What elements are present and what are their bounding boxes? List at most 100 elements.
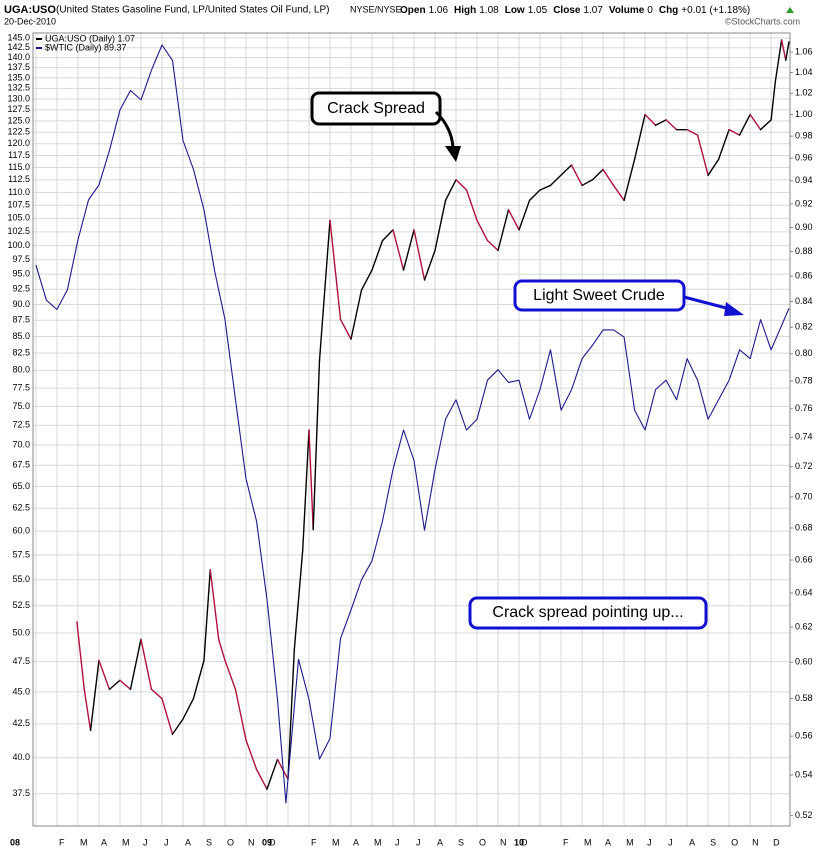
line-segment (528, 189, 541, 202)
lines (35, 39, 790, 804)
y-tick-label: 115.0 (8, 162, 30, 172)
y-tick-label: 135.0 (7, 72, 30, 82)
y-tick-label: 110.0 (8, 187, 30, 197)
y2-tick-label: 0.62 (795, 621, 813, 631)
annotation: Crack spread pointing up... (492, 604, 683, 621)
line-segment (98, 659, 111, 691)
x-tick-label: J (416, 837, 421, 847)
y2-tick-label: 0.58 (795, 693, 813, 703)
line-segment (217, 638, 226, 662)
line-segment (696, 134, 709, 176)
x-tick-label: J (647, 837, 652, 847)
line-segment (413, 229, 426, 281)
y-tick-label: 102.5 (7, 226, 30, 236)
chg-arrow (786, 7, 794, 13)
y-tick-label: 142.5 (7, 42, 30, 52)
line-segment (591, 168, 604, 181)
line-segment (707, 158, 720, 176)
x-tick-label: O (731, 837, 738, 847)
annotation-box (468, 596, 708, 630)
quote-label: High (454, 5, 476, 16)
y2-tick-label: 1.04 (795, 67, 813, 77)
line-segment (539, 184, 552, 191)
line-segment (612, 184, 625, 202)
x-tick-label: 09 (262, 837, 272, 847)
y-tick-label: 87.5 (12, 315, 30, 325)
x-tick-label: A (185, 837, 191, 847)
x-tick-label: A (689, 837, 695, 847)
y2-tick-label: 0.74 (795, 432, 813, 442)
quote-label: Open (400, 5, 426, 16)
x-tick-label: A (605, 837, 611, 847)
y-tick-label: 145.0 (7, 32, 30, 42)
line-segment (644, 113, 657, 126)
y2-tick-label: 0.70 (795, 491, 813, 501)
legend-label: UGA:USO (Daily) 1.07 (45, 33, 135, 43)
line-segment (76, 621, 85, 691)
y-tick-label: 137.5 (7, 62, 30, 72)
x-tick-label: F (59, 837, 65, 847)
x-tick-label: N (752, 837, 759, 847)
y-tick-label: 117.5 (8, 150, 30, 160)
y-tick-label: 52.5 (12, 600, 30, 610)
line-segment (444, 179, 457, 202)
line-segment (108, 679, 121, 691)
x-tick-label: F (311, 837, 317, 847)
y2-tick-label: 0.54 (795, 770, 813, 780)
line-segment (455, 179, 468, 191)
line-segment (209, 569, 220, 640)
y2-tick-label: 0.72 (795, 461, 813, 471)
y-tick-label: 97.5 (12, 254, 30, 264)
x-tick-label: M (332, 837, 340, 847)
line-segment (785, 41, 790, 61)
y-tick-label: 112.5 (8, 174, 30, 184)
y-tick-label: 50.0 (12, 627, 30, 637)
y2-tick-label: 0.92 (795, 198, 813, 208)
line-segment (301, 429, 310, 552)
plot-frame (32, 32, 791, 827)
x-tick-label: J (143, 837, 148, 847)
y-tick-label: 72.5 (12, 420, 30, 430)
exchange: NYSE/NYSE (350, 4, 402, 14)
y2-tick-label: 0.52 (795, 810, 813, 820)
quote-value: 1.08 (479, 5, 499, 16)
x-tick-label: N (500, 837, 507, 847)
line-segment (318, 219, 331, 362)
date: 20-Dec-2010 (4, 16, 56, 26)
line-segment (717, 128, 730, 161)
quote: Open 1.06 High 1.08 Low 1.05 Close 1.07 Volume 0 C… (400, 5, 750, 16)
line-segment (476, 219, 489, 242)
quote-value: 1.07 (583, 5, 603, 16)
x-tick-label: D (521, 837, 528, 847)
y2-tick-label: 0.84 (795, 296, 813, 306)
quote-value: 0 (647, 5, 653, 16)
x-tick-label: J (395, 837, 400, 847)
line-segment (360, 269, 373, 291)
x-tick-label: J (668, 837, 673, 847)
y-tick-label: 75.0 (12, 401, 30, 411)
y2-tick-label: 0.90 (795, 222, 813, 232)
quote-value: +0.01 (+1.18%) (681, 5, 750, 16)
line-segment (224, 659, 237, 691)
y2-tick-label: 0.66 (795, 554, 813, 564)
x-tick-label: A (353, 837, 359, 847)
line-segment (171, 718, 184, 735)
chart-subtitle: (United States Gasoline Fund, LP/United … (56, 5, 329, 16)
y-tick-label: 67.5 (12, 460, 30, 470)
line-segment (623, 158, 636, 202)
y-tick-label: 105.0 (7, 213, 30, 223)
line-segment (150, 688, 163, 700)
annotation-arrow (434, 110, 455, 149)
line-segment (581, 179, 594, 187)
line-segment (287, 649, 295, 780)
line-segment (507, 209, 520, 231)
line-segment (381, 229, 394, 242)
x-tick-label: M (80, 837, 88, 847)
annotation-arrow (683, 295, 731, 311)
line-segment (140, 638, 153, 691)
y2-tick-label: 0.76 (795, 403, 813, 413)
y2-tick-label: 0.60 (795, 657, 813, 667)
quote-label: Volume (609, 5, 645, 16)
arrow-head (445, 146, 461, 162)
